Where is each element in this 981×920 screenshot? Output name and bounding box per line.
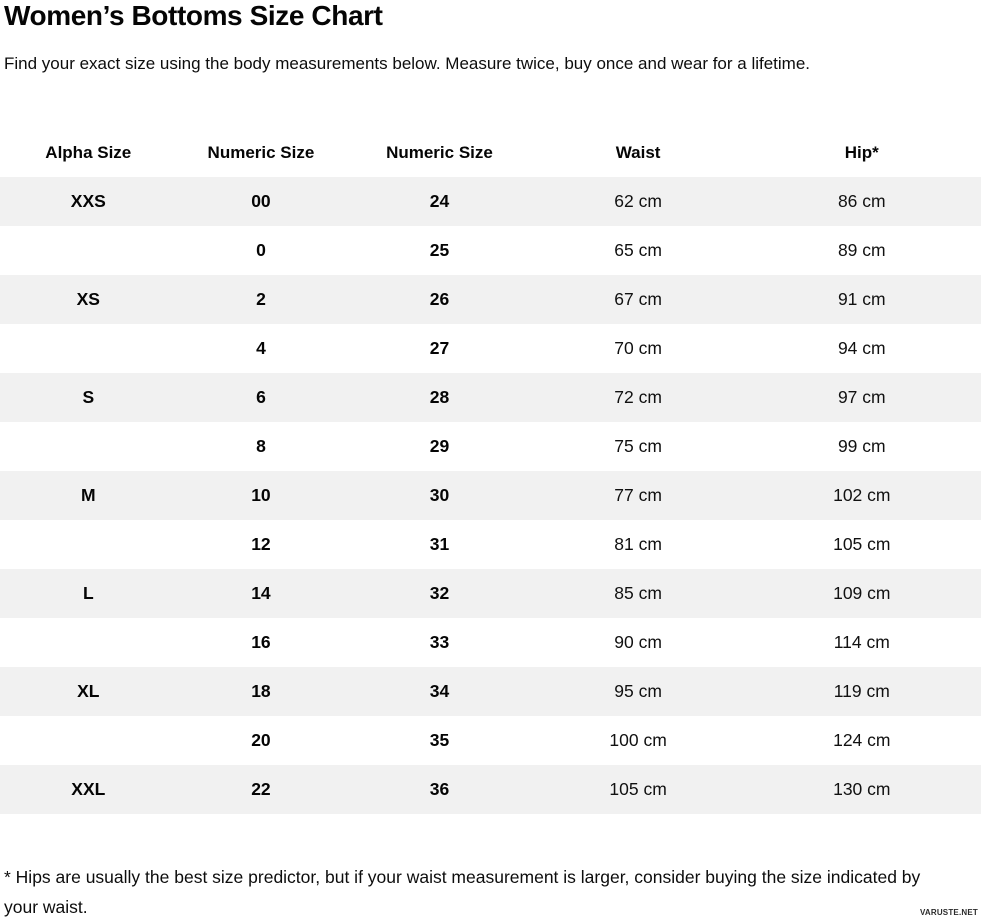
table-row: XXL 22 36 105 cm 130 cm	[0, 765, 981, 814]
numeric-size-cell: 10	[251, 485, 271, 505]
numeric-size-cell: 8	[256, 436, 266, 456]
waist-cell: 62 cm	[614, 191, 662, 211]
hip-cell: 109 cm	[833, 583, 891, 603]
table-row: 16 33 90 cm 114 cm	[0, 618, 981, 667]
alpha-size-cell	[0, 618, 177, 667]
alpha-size-cell	[0, 324, 177, 373]
hip-cell: 91 cm	[837, 289, 886, 309]
hip-cell: 89 cm	[837, 240, 886, 260]
table-header: Alpha Size Numeric Size Numeric Size Waist H…	[0, 128, 981, 177]
numeric-size-cell-2: 32	[429, 583, 450, 603]
hip-cell: 102 cm	[833, 485, 891, 505]
hip-cell: 86 cm	[837, 191, 886, 211]
numeric-size-cell-2: 29	[429, 436, 450, 456]
table-row: 4 27 70 cm 94 cm	[0, 324, 981, 373]
table-row: L 14 32 85 cm 109 cm	[0, 569, 981, 618]
hip-cell: 94 cm	[837, 338, 886, 358]
hip-cell: 99 cm	[837, 436, 886, 456]
numeric-size-cell: 00	[251, 191, 271, 211]
numeric-size-cell-2: 27	[429, 338, 450, 358]
waist-cell: 70 cm	[614, 338, 662, 358]
alpha-size-cell	[0, 716, 177, 765]
numeric-size-cell: 20	[251, 730, 271, 750]
numeric-size-cell-2: 30	[429, 485, 450, 505]
table-row: XXS 00 24 62 cm 86 cm	[0, 177, 981, 226]
numeric-size-cell: 16	[251, 632, 271, 652]
page-title: Women’s Bottoms Size Chart	[4, 0, 383, 31]
watermark-text: VARUSTE.NET	[919, 908, 978, 917]
numeric-size-cell-2: 25	[429, 240, 450, 260]
alpha-size-cell	[0, 226, 177, 275]
waist-cell: 95 cm	[614, 681, 662, 701]
numeric-size-cell: 14	[251, 583, 271, 603]
table-header-row: Alpha Size Numeric Size Numeric Size Waist H…	[0, 128, 981, 177]
size-chart-table: Alpha Size Numeric Size Numeric Size Waist H…	[0, 128, 981, 814]
waist-header: Waist	[615, 142, 661, 162]
hip-cell: 130 cm	[833, 779, 891, 799]
alpha-size-cell: XS	[76, 289, 100, 309]
alpha-size-cell	[0, 422, 177, 471]
footnote-text: * Hips are usually the best size predict…	[4, 867, 921, 917]
numeric-size-header-2: Numeric Size	[386, 142, 493, 162]
hip-cell: 124 cm	[833, 730, 891, 750]
numeric-size-cell-2: 36	[429, 779, 450, 799]
waist-cell: 75 cm	[614, 436, 662, 456]
alpha-size-cell: L	[82, 583, 94, 603]
table-row: M 10 30 77 cm 102 cm	[0, 471, 981, 520]
table-row: 20 35 100 cm 124 cm	[0, 716, 981, 765]
numeric-size-cell: 18	[251, 681, 271, 701]
numeric-size-cell: 22	[251, 779, 271, 799]
alpha-size-cell: XXL	[71, 779, 106, 799]
numeric-size-cell-2: 35	[429, 730, 450, 750]
waist-cell: 65 cm	[614, 240, 662, 260]
waist-cell: 85 cm	[614, 583, 662, 603]
size-table-body: XXS 00 24 62 cm 86 cm 0 25 65 cm 89 cm XS 2 26 67 cm…	[0, 177, 981, 814]
waist-cell: 105 cm	[609, 779, 667, 799]
numeric-size-cell-2: 31	[429, 534, 450, 554]
waist-cell: 72 cm	[614, 387, 662, 407]
numeric-size-cell-2: 33	[429, 632, 450, 652]
numeric-size-cell: 4	[256, 338, 266, 358]
hip-cell: 105 cm	[833, 534, 891, 554]
hip-header: Hip*	[844, 142, 879, 162]
numeric-size-cell-2: 26	[429, 289, 450, 309]
numeric-size-cell-2: 24	[429, 191, 450, 211]
waist-cell: 100 cm	[609, 730, 667, 750]
waist-cell: 90 cm	[614, 632, 662, 652]
numeric-size-cell: 6	[256, 387, 266, 407]
header-section: Women’s Bottoms Size Chart Find your exa…	[0, 0, 981, 76]
alpha-size-cell: M	[81, 485, 96, 505]
table-row: XL 18 34 95 cm 119 cm	[0, 667, 981, 716]
numeric-size-header: Numeric Size	[207, 142, 315, 162]
hip-cell: 114 cm	[833, 632, 890, 652]
subtitle-text: Find your exact size using the body meas…	[4, 54, 811, 73]
numeric-size-cell: 2	[256, 289, 266, 309]
numeric-size-cell-2: 34	[429, 681, 450, 701]
table-row: 0 25 65 cm 89 cm	[0, 226, 981, 275]
table-row: 12 31 81 cm 105 cm	[0, 520, 981, 569]
hip-cell: 97 cm	[837, 387, 886, 407]
hip-cell: 119 cm	[833, 681, 890, 701]
alpha-size-cell: XL	[77, 681, 100, 701]
waist-cell: 77 cm	[614, 485, 662, 505]
alpha-size-cell: XXS	[70, 191, 106, 211]
table-row: 8 29 75 cm 99 cm	[0, 422, 981, 471]
waist-cell: 81 cm	[614, 534, 662, 554]
table-row: XS 2 26 67 cm 91 cm	[0, 275, 981, 324]
alpha-size-header: Alpha Size	[45, 142, 132, 162]
table-row: S 6 28 72 cm 97 cm	[0, 373, 981, 422]
numeric-size-cell-2: 28	[429, 387, 450, 407]
alpha-size-cell: S	[82, 387, 95, 407]
numeric-size-cell: 0	[256, 240, 266, 260]
waist-cell: 67 cm	[614, 289, 662, 309]
numeric-size-cell: 12	[251, 534, 271, 554]
alpha-size-cell	[0, 520, 177, 569]
